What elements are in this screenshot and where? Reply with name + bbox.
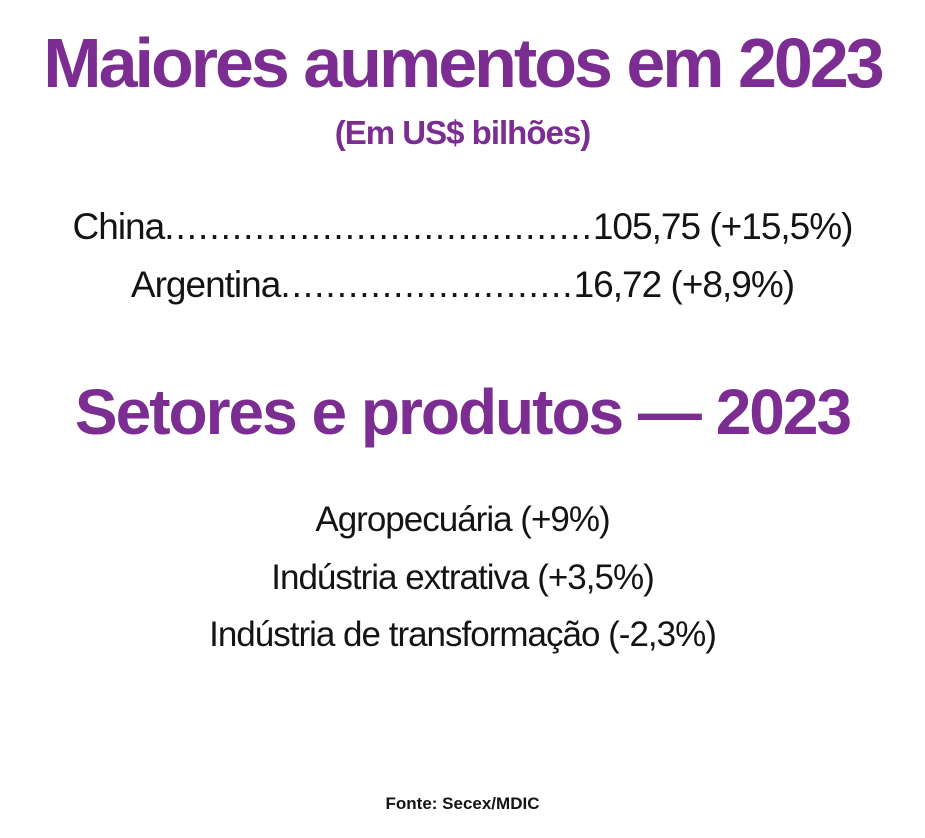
dot-leader: ......................................: [164, 206, 593, 247]
page-title: Maiores aumentos em 2023: [43, 24, 884, 102]
country-label: Argentina: [130, 264, 281, 305]
sector-item-agropecuaria: Agropecuária (+9%): [315, 500, 610, 539]
country-value: 16,72 (+8,9%): [573, 264, 795, 305]
country-value: 105,75 (+15,5%): [592, 206, 854, 247]
page-subtitle: (Em US$ bilhões): [334, 114, 591, 151]
sector-item-industria-extrativa: Indústria extrativa (+3,5%): [271, 558, 655, 597]
increase-row-argentina: Argentina..........................16,72…: [0, 264, 925, 306]
source-note: Fonte: Secex/MDIC: [385, 794, 540, 813]
increase-row-china: China...................................…: [0, 206, 925, 248]
sector-item-industria-transformacao: Indústria de transformação (-2,3%): [209, 615, 717, 654]
country-label: China: [72, 206, 166, 247]
dot-leader: ..........................: [280, 264, 574, 305]
section-title: Setores e produtos — 2023: [74, 376, 852, 448]
